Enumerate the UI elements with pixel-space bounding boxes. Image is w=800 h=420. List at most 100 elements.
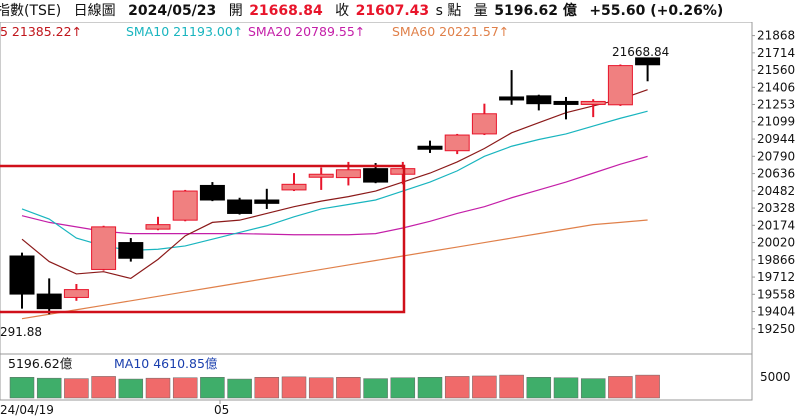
open-label: 開	[228, 3, 243, 19]
sma60-line	[21, 219, 648, 320]
period-label[interactable]: 日線圖	[73, 3, 116, 19]
volume-bar	[172, 377, 198, 399]
candle	[553, 96, 579, 120]
volume-bar	[254, 377, 280, 399]
candle-body	[635, 57, 661, 66]
volume-bar	[417, 377, 443, 399]
candle-body	[444, 134, 470, 152]
candle	[635, 57, 661, 82]
candle-body	[417, 145, 443, 150]
candle	[227, 197, 253, 215]
candle	[254, 188, 280, 209]
price-tick-label: 19712	[757, 270, 795, 284]
price-tick-label: 20636	[757, 167, 795, 181]
price-tick-label: 20174	[757, 218, 795, 232]
price-tick-label: 20020	[757, 236, 795, 250]
candle	[471, 103, 497, 136]
candle-body	[118, 242, 144, 259]
candle-body	[607, 65, 633, 106]
volume-bar	[444, 376, 470, 399]
instrument-title: 指數(TSE)	[0, 3, 62, 19]
price-tick-label: 21560	[757, 63, 795, 77]
sma20-line	[21, 155, 648, 236]
sma-legend: 5 21385.22↑ SMA10 21193.00↑ SMA20 20789.…	[0, 22, 800, 42]
candle	[607, 64, 633, 106]
price-tick-label: 21868	[757, 29, 795, 43]
price-tick-label: 19404	[757, 305, 795, 319]
candle	[499, 70, 525, 105]
price-tick-label: 20944	[757, 132, 795, 146]
sma10-label: SMA10 21193.00↑	[126, 24, 244, 39]
candle	[444, 133, 470, 155]
candle-body	[227, 199, 253, 214]
close-label: 收	[335, 3, 350, 19]
candle	[199, 182, 225, 202]
candle	[580, 99, 606, 118]
candle-body	[580, 100, 606, 105]
candle-body	[526, 95, 552, 105]
price-tick-label: 19866	[757, 253, 795, 267]
candle-body	[553, 100, 579, 105]
volume-bar	[553, 377, 579, 399]
volume-bar	[608, 376, 633, 399]
candle-body	[63, 289, 89, 298]
volume-bar	[9, 377, 35, 399]
candle-body	[91, 226, 117, 270]
volume-bar	[145, 377, 171, 399]
volume-bar	[308, 377, 334, 399]
price-tick-label: 20790	[757, 149, 795, 163]
price-tick-label: 19558	[757, 287, 795, 301]
candle-body	[308, 173, 334, 178]
volume-value: 5196.62 億	[494, 3, 577, 19]
candle-body	[363, 168, 389, 183]
candle-body	[199, 184, 225, 201]
volume-bars	[9, 374, 660, 399]
candle	[9, 252, 35, 309]
volume-bar	[580, 378, 606, 399]
candle	[63, 284, 89, 301]
candle-body	[172, 190, 198, 221]
candle	[91, 225, 117, 271]
sma5-label: 5 21385.22↑	[0, 24, 83, 39]
candle-body	[471, 113, 497, 135]
sma20-label: SMA20 20789.55↑	[248, 24, 366, 39]
candle	[172, 189, 198, 222]
volume-bar	[336, 377, 361, 399]
volume-bar	[200, 377, 225, 399]
volume-axis-label: 5000	[760, 370, 791, 384]
open-value: 21668.84	[249, 3, 323, 19]
volume-ma-label: MA10 4610.85億	[114, 356, 218, 371]
quote-date: 2024/05/23	[128, 3, 217, 19]
low-annotation: 291.88	[0, 325, 42, 339]
volume-bar	[499, 374, 524, 399]
close-value: 21607.43	[355, 3, 430, 19]
candle-body	[145, 224, 171, 230]
candle-body	[36, 293, 62, 310]
price-axis: 21868 21714 21560 21406 21253 21099 20944 20790…	[752, 29, 795, 336]
volume-bar	[635, 374, 660, 399]
volume-value-label: 5196.62億	[8, 356, 73, 371]
change-value: +55.60 (+0.26%)	[589, 3, 724, 19]
price-tick-label: 20328	[757, 201, 795, 215]
volume-bar	[91, 376, 116, 399]
high-annotation: 21668.84	[612, 45, 669, 59]
candlesticks	[9, 57, 661, 315]
price-tick-label: 21253	[757, 97, 795, 111]
volume-bar	[472, 375, 497, 399]
price-tick-label: 21714	[757, 46, 795, 60]
volume-bar	[227, 378, 252, 399]
candle-body	[254, 199, 280, 204]
volume-bar	[36, 377, 62, 399]
volume-bar	[390, 377, 416, 399]
candle	[308, 167, 334, 190]
highlight-box	[0, 164, 406, 314]
volume-label: 量	[473, 3, 488, 19]
volume-bar	[64, 378, 89, 399]
date-label-mid: 05	[214, 403, 229, 417]
candle	[281, 173, 307, 192]
candle	[118, 238, 144, 262]
volume-bar	[118, 378, 144, 399]
price-tick-label: 21099	[757, 115, 795, 129]
sma60-label: SMA60 20221.57↑	[392, 24, 510, 39]
